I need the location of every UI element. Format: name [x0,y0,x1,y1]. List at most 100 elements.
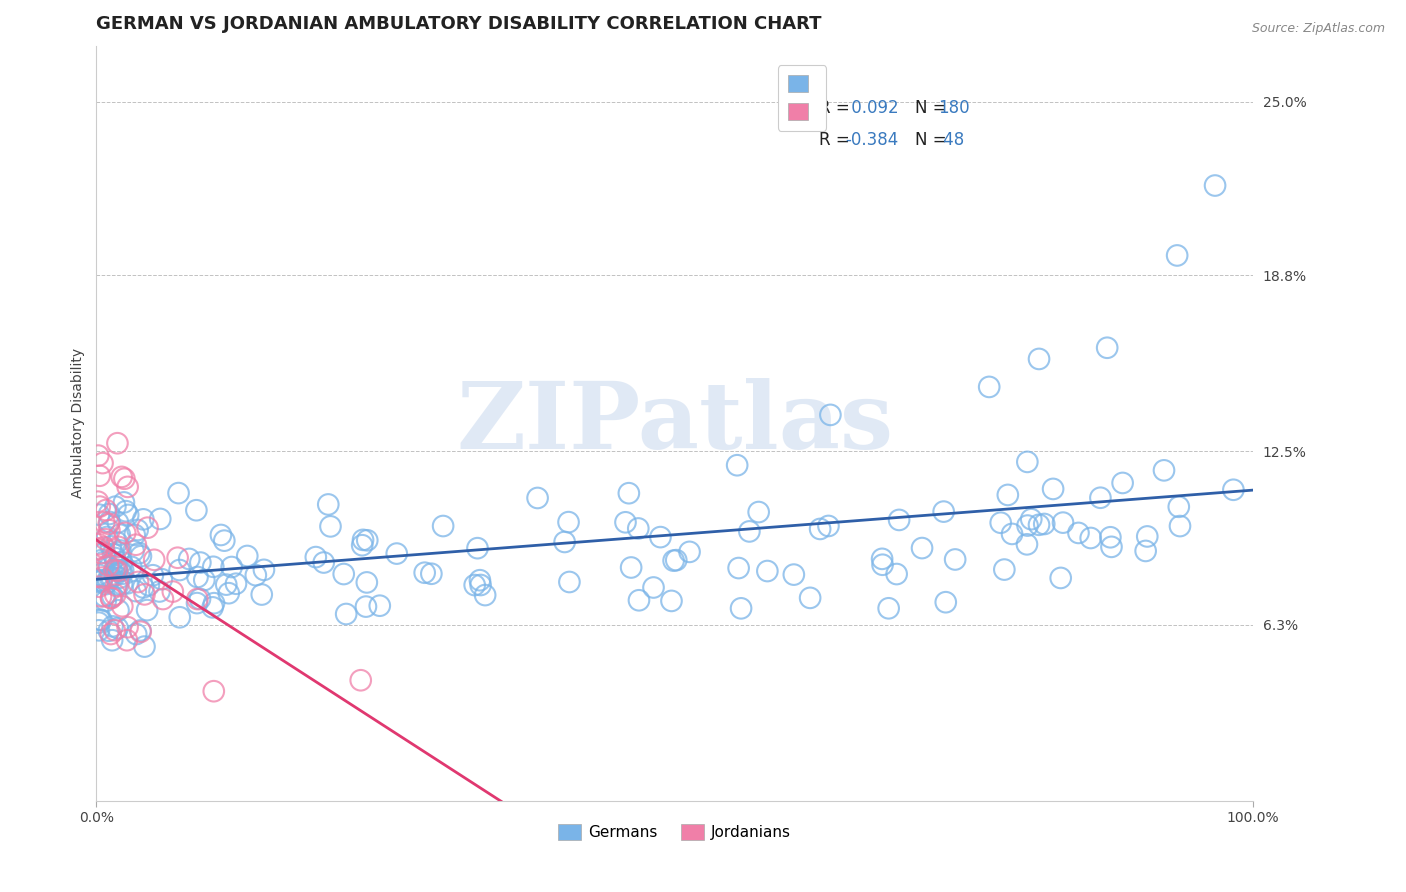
Point [112,472,135,486]
Point [105,579,128,593]
Point [432,519,454,533]
Point [142,568,165,582]
Point [117,576,139,591]
Text: GERMAN VS JORDANIAN AMBULATORY DISABILITY CORRELATION CHART: GERMAN VS JORDANIAN AMBULATORY DISABILIT… [97,15,823,33]
Point [108,546,131,560]
Point [661,594,683,608]
Point [627,521,650,535]
Point [162,584,184,599]
Point [678,545,700,559]
Point [125,584,148,599]
Point [93,541,115,555]
Point [179,552,201,566]
Point [87,537,110,551]
Point [117,480,139,494]
Point [1033,516,1056,531]
Point [352,538,374,552]
Point [110,543,132,558]
Point [93,516,115,530]
Point [104,568,127,582]
Point [100,591,122,605]
Point [1222,483,1244,497]
Point [136,521,159,535]
Point [730,601,752,615]
Point [201,600,224,615]
Point [87,508,110,522]
Point [877,601,900,615]
Point [134,587,156,601]
Point [1080,531,1102,545]
Point [1166,248,1188,262]
Point [1101,540,1123,554]
Point [104,556,127,570]
Point [886,567,908,582]
Point [305,550,328,565]
Point [1001,527,1024,541]
Point [738,524,761,539]
Point [150,572,173,586]
Point [117,508,139,522]
Point [129,624,152,639]
Point [214,533,236,548]
Point [1028,351,1050,366]
Point [319,519,342,533]
Point [169,563,191,577]
Point [979,380,1001,394]
Point [149,512,172,526]
Point [356,575,378,590]
Point [115,633,138,648]
Point [112,495,135,509]
Text: R =: R = [820,131,855,149]
Text: -0.384: -0.384 [846,131,898,149]
Point [470,578,492,592]
Point [943,552,966,566]
Point [1153,463,1175,477]
Point [100,627,122,641]
Point [464,578,486,592]
Point [94,533,117,547]
Point [98,507,121,521]
Point [662,554,685,568]
Point [87,615,110,630]
Point [1095,341,1118,355]
Point [665,553,688,567]
Point [169,610,191,624]
Point [90,613,112,627]
Legend: Germans, Jordanians: Germans, Jordanians [551,818,797,847]
Point [105,563,128,577]
Point [98,560,121,574]
Point [1028,517,1050,532]
Point [97,558,120,573]
Point [91,571,114,585]
Point [727,561,749,575]
Point [128,546,150,560]
Text: ZIPatlas: ZIPatlas [456,378,893,468]
Point [89,613,111,627]
Point [990,516,1012,530]
Point [614,516,637,530]
Point [87,449,110,463]
Point [190,556,212,570]
Point [932,505,955,519]
Point [202,684,225,698]
Point [1167,500,1189,514]
Point [87,573,110,587]
Point [87,567,110,582]
Text: 0.092: 0.092 [846,98,898,117]
Point [186,503,208,517]
Point [650,530,672,544]
Point [332,567,354,582]
Point [132,581,155,595]
Point [558,574,581,589]
Point [1136,529,1159,543]
Point [1168,519,1191,533]
Point [117,620,139,634]
Point [115,504,138,518]
Point [202,596,225,610]
Point [385,547,408,561]
Point [108,571,131,585]
Point [820,408,842,422]
Point [103,563,125,577]
Point [1090,491,1112,505]
Point [236,549,259,563]
